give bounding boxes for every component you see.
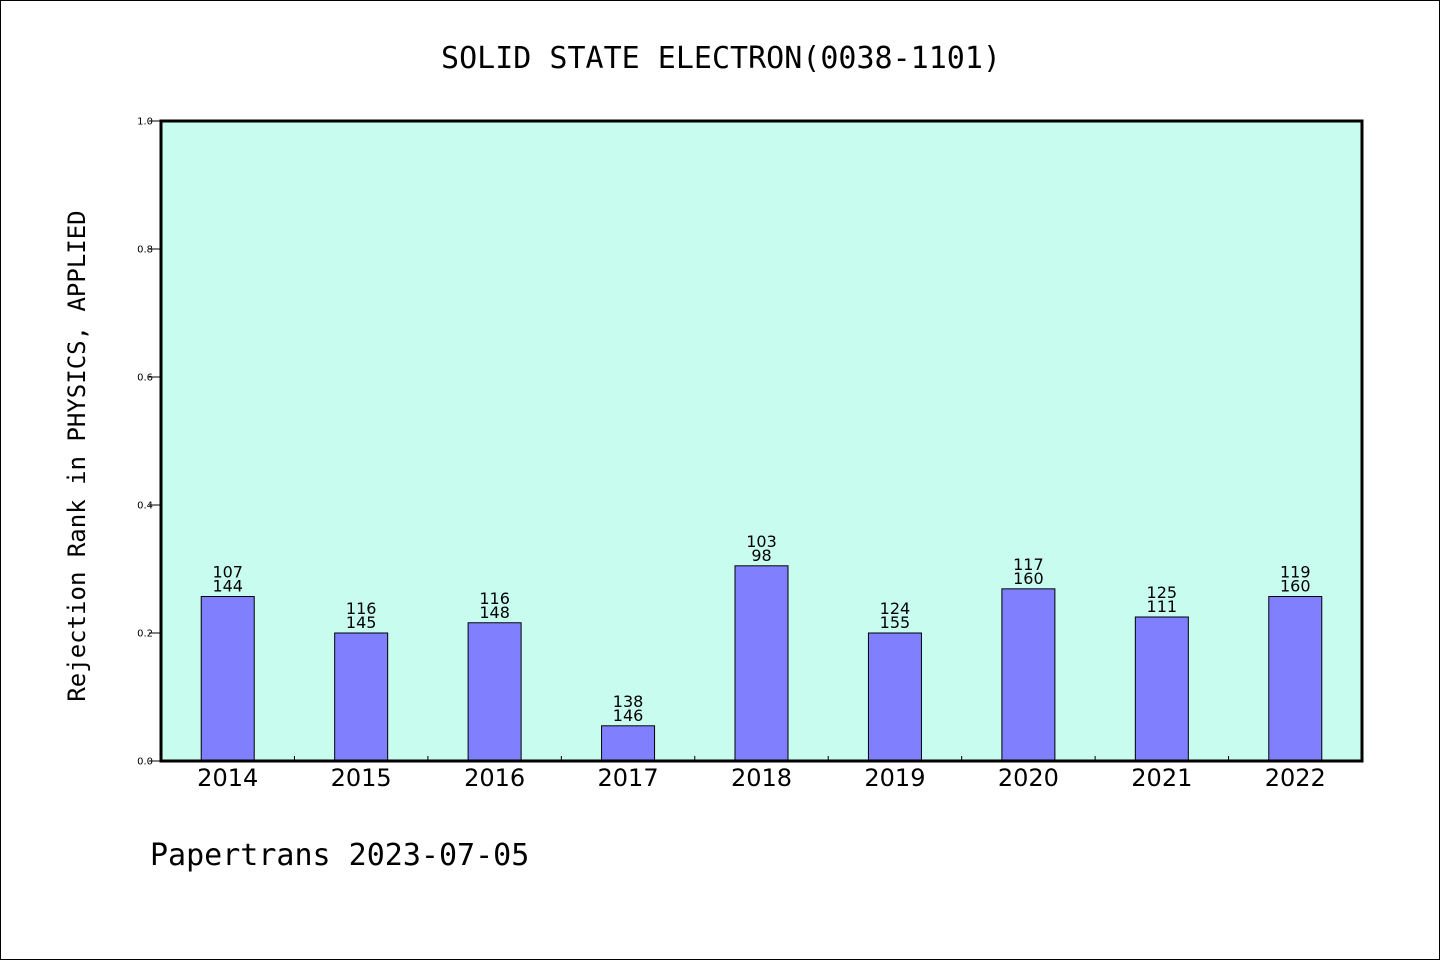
data-label-top: 116 bbox=[346, 599, 377, 618]
data-label-top: 119 bbox=[1280, 563, 1311, 582]
y-tick-label: 0.4 bbox=[137, 501, 153, 512]
bars-layer bbox=[200, 565, 1323, 762]
bar-2017 bbox=[601, 725, 656, 762]
x-tick-label: 2020 bbox=[998, 764, 1059, 792]
data-label-top: 116 bbox=[479, 589, 510, 608]
bar-2015 bbox=[334, 632, 389, 762]
data-label-top: 124 bbox=[880, 599, 911, 618]
x-tick-label: 2016 bbox=[464, 764, 525, 792]
data-label-top: 103 bbox=[746, 532, 777, 551]
y-axis-label: Rejection Rank in PHYSICS, APPLIED bbox=[63, 210, 91, 701]
x-tick-label: 2021 bbox=[1131, 764, 1192, 792]
data-label-top: 125 bbox=[1147, 583, 1178, 602]
bar-2014 bbox=[200, 596, 255, 762]
x-axis: 2014 2015 2016 2017 2018 2019 2020 2021 2022 bbox=[197, 756, 1326, 792]
x-tick-label: 2017 bbox=[598, 764, 659, 792]
footer-text: Papertrans 2023-07-05 bbox=[150, 838, 529, 873]
bar-2022 bbox=[1268, 596, 1323, 762]
y-tick-label: 0.8 bbox=[137, 245, 153, 256]
x-tick-label: 2019 bbox=[864, 764, 925, 792]
bar-2016 bbox=[467, 622, 522, 762]
data-label-bottom: 144 bbox=[212, 577, 243, 596]
y-tick-label: 0.6 bbox=[137, 373, 153, 384]
data-label-bottom: 160 bbox=[1013, 569, 1044, 588]
y-tick-label: 1.0 bbox=[137, 117, 153, 128]
y-tick-label: 0.0 bbox=[137, 757, 153, 768]
x-tick-label: 2018 bbox=[731, 764, 792, 792]
data-label-bottom: 148 bbox=[479, 603, 510, 622]
bar-2018 bbox=[734, 565, 789, 762]
data-label-bottom: 146 bbox=[613, 706, 644, 725]
y-axis: 0.0 0.2 0.4 0.6 0.8 1.0 bbox=[137, 117, 161, 768]
x-tick-label: 2022 bbox=[1265, 764, 1326, 792]
bar-2019 bbox=[867, 632, 922, 762]
data-label-bottom: 155 bbox=[880, 613, 911, 632]
bar-2021 bbox=[1134, 616, 1189, 762]
chart-title: SOLID STATE ELECTRON(0038-1101) bbox=[441, 41, 1001, 76]
data-label-top: 117 bbox=[1013, 555, 1044, 574]
y-tick-label: 0.2 bbox=[137, 629, 153, 640]
x-tick-label: 2014 bbox=[197, 764, 258, 792]
x-tick-label: 2015 bbox=[331, 764, 392, 792]
bar-2020 bbox=[1001, 588, 1056, 762]
data-label-bottom: 160 bbox=[1280, 577, 1311, 596]
data-label-bottom: 98 bbox=[751, 546, 771, 565]
plot-border bbox=[159, 119, 1364, 763]
data-labels: 1071441161451161481381461039812415511716… bbox=[212, 532, 1310, 725]
data-label-top: 138 bbox=[613, 692, 644, 711]
data-label-bottom: 145 bbox=[346, 613, 377, 632]
data-label-top: 107 bbox=[212, 563, 243, 582]
data-label-bottom: 111 bbox=[1147, 597, 1178, 616]
